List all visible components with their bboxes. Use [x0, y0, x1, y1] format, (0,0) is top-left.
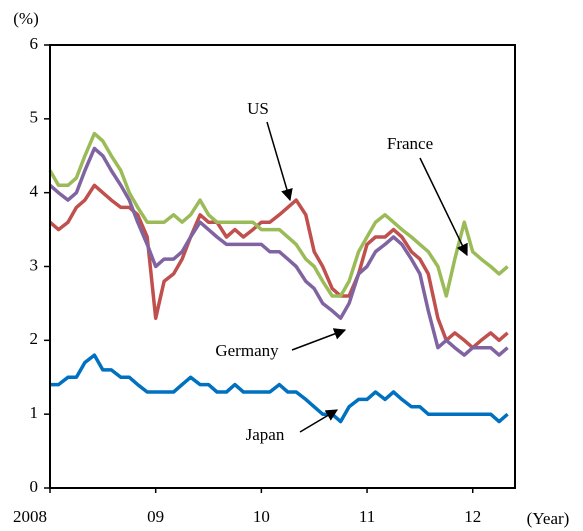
annotations: US France Germany Japan: [215, 99, 468, 444]
arrow: [266, 121, 293, 202]
series-line: [50, 353, 509, 424]
y-tick-label: 4: [30, 182, 39, 201]
arrow: [299, 409, 339, 433]
x-tick-label: 11: [359, 507, 375, 526]
y-tick-label: 6: [30, 34, 39, 53]
series-line: [48, 183, 509, 350]
annotation: Germany: [215, 341, 279, 360]
plot-frame: [49, 44, 516, 489]
y-tick-label: 3: [30, 255, 39, 274]
annotation: France: [387, 134, 433, 153]
y-tick-label: 0: [30, 477, 39, 496]
annotation: US: [247, 99, 269, 118]
series-line: [48, 146, 509, 357]
arrow: [419, 157, 468, 257]
arrow: [291, 328, 347, 351]
x-axis-label: (Year): [527, 509, 570, 528]
x-tick-label: 09: [147, 507, 164, 526]
annotation: Japan: [246, 425, 285, 444]
y-tick-label: 2: [30, 329, 39, 348]
y-tick-label: 5: [30, 108, 39, 127]
x-tick-label: 10: [253, 507, 270, 526]
y-tick-label: 1: [30, 403, 39, 422]
plot-area: [48, 131, 509, 424]
x-tick-label: 2008: [13, 507, 47, 526]
series-line: [48, 131, 509, 298]
x-tick-label: 12: [464, 507, 481, 526]
y-axis-label: (%): [13, 9, 38, 28]
